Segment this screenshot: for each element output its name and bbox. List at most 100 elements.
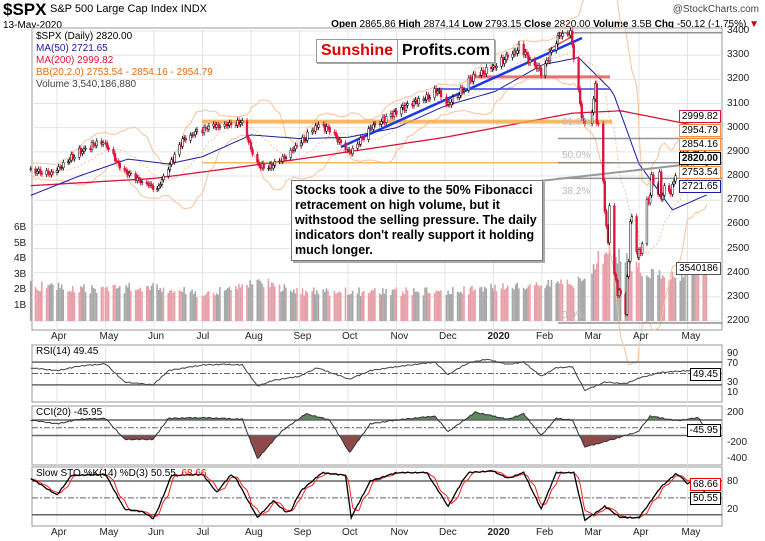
volume-bar [550, 279, 553, 321]
volume-bar [561, 284, 564, 321]
volume-axis-tick: 2B [14, 284, 27, 295]
volume-bar [482, 291, 484, 321]
candle-body [619, 289, 622, 295]
volume-bar [56, 290, 58, 321]
candle-body [602, 123, 605, 182]
volume-bar [258, 279, 260, 321]
volume-bar [560, 279, 562, 321]
candle-body [178, 144, 181, 155]
volume-bar [152, 283, 154, 321]
volume-bar [227, 288, 229, 321]
candle-body [284, 157, 288, 159]
volume-bar [679, 280, 682, 321]
candle-body [234, 124, 238, 127]
volume-bar [60, 284, 63, 321]
volume-bar [514, 284, 517, 321]
volume-bar [270, 282, 273, 321]
candle-body [436, 90, 439, 94]
volume-bar [102, 286, 104, 321]
volume-bar [518, 288, 520, 321]
volume-bar [663, 277, 666, 321]
volume-bar [37, 290, 40, 321]
candle-body [406, 103, 409, 106]
candle-body [57, 166, 60, 171]
volume-bar [328, 295, 331, 321]
candle-body [404, 105, 408, 111]
volume-bar [351, 290, 354, 321]
bb-upper [30, 0, 707, 187]
candle-body [506, 54, 509, 58]
legend-price: $SPX (Daily) 2820.00 [36, 31, 133, 42]
candle-body [40, 173, 44, 175]
volume-bar [696, 263, 698, 321]
volume-bar [591, 273, 593, 321]
volume-bar [172, 292, 174, 321]
volume-bar [400, 295, 402, 321]
candle-body [194, 131, 197, 136]
candle-body [60, 167, 63, 169]
cci-axis-tick: -200 [727, 437, 748, 448]
price-axis-tick: 2300 [727, 290, 750, 302]
candle-body [118, 162, 121, 169]
candle-body [92, 142, 95, 146]
volume-bar [161, 291, 163, 321]
candle-body [572, 44, 575, 60]
price-axis-tick: 2900 [727, 145, 750, 157]
ohlc-summary: Open 2865.86 High 2874.14 Low 2793.15 Cl… [331, 19, 759, 30]
month-label: Mar [584, 331, 602, 342]
volume-bar [317, 294, 320, 321]
volume-bar [467, 294, 470, 321]
volume-bar [649, 278, 651, 321]
volume-bar [474, 289, 476, 321]
volume-bar [445, 294, 448, 321]
candle-body [207, 125, 211, 130]
month-label: Jul [196, 331, 210, 342]
candle-body [674, 175, 677, 182]
candle-body [35, 170, 39, 174]
candle-body [625, 276, 629, 315]
volume-bar [569, 284, 572, 321]
candle-body [55, 170, 59, 173]
volume-bar [91, 285, 93, 321]
candle-body [579, 88, 582, 104]
volume-axis-tick: 4B [14, 253, 27, 264]
candle-body [348, 149, 351, 153]
volume-bar [273, 286, 276, 321]
candle-body [516, 50, 519, 54]
candle-body [592, 98, 595, 113]
month-label: 2020 [487, 331, 510, 342]
volume-bar [513, 289, 515, 321]
value-tag-cci: -45.95 [686, 424, 721, 437]
candle-body [95, 140, 98, 146]
volume-bar [338, 291, 340, 321]
candle-body [648, 195, 652, 204]
value-tag-close: 2820.00 [678, 152, 721, 165]
fib-label-382: 38.2% [562, 186, 591, 197]
month-label: May [99, 331, 119, 342]
candle-body [81, 151, 84, 154]
volume-bar [485, 288, 488, 321]
candle-body [339, 139, 342, 144]
volume-bar [291, 292, 294, 321]
legend-ma50: MA(50) 2721.65 [36, 43, 108, 54]
volume-bar [639, 272, 642, 321]
candle-body [597, 123, 600, 125]
volume-bar [184, 293, 187, 321]
volume-bar [673, 276, 675, 321]
volume-bar [223, 290, 226, 321]
volume-bar [555, 283, 558, 321]
volume-bar [390, 295, 392, 321]
volume-bar [684, 272, 686, 321]
value-tag-bb_upper: 2954.79 [678, 124, 721, 137]
candle-body [511, 53, 514, 58]
month-label: Apr [633, 331, 649, 342]
volume-bar [130, 291, 132, 321]
candle-body [661, 194, 665, 200]
candle-body [605, 211, 608, 227]
volume-bar [527, 285, 530, 321]
volume-bar [571, 285, 573, 321]
candle-body [671, 184, 674, 195]
month-label: Jun [148, 331, 165, 342]
candle-body [583, 120, 587, 124]
volume-bar [327, 290, 329, 321]
